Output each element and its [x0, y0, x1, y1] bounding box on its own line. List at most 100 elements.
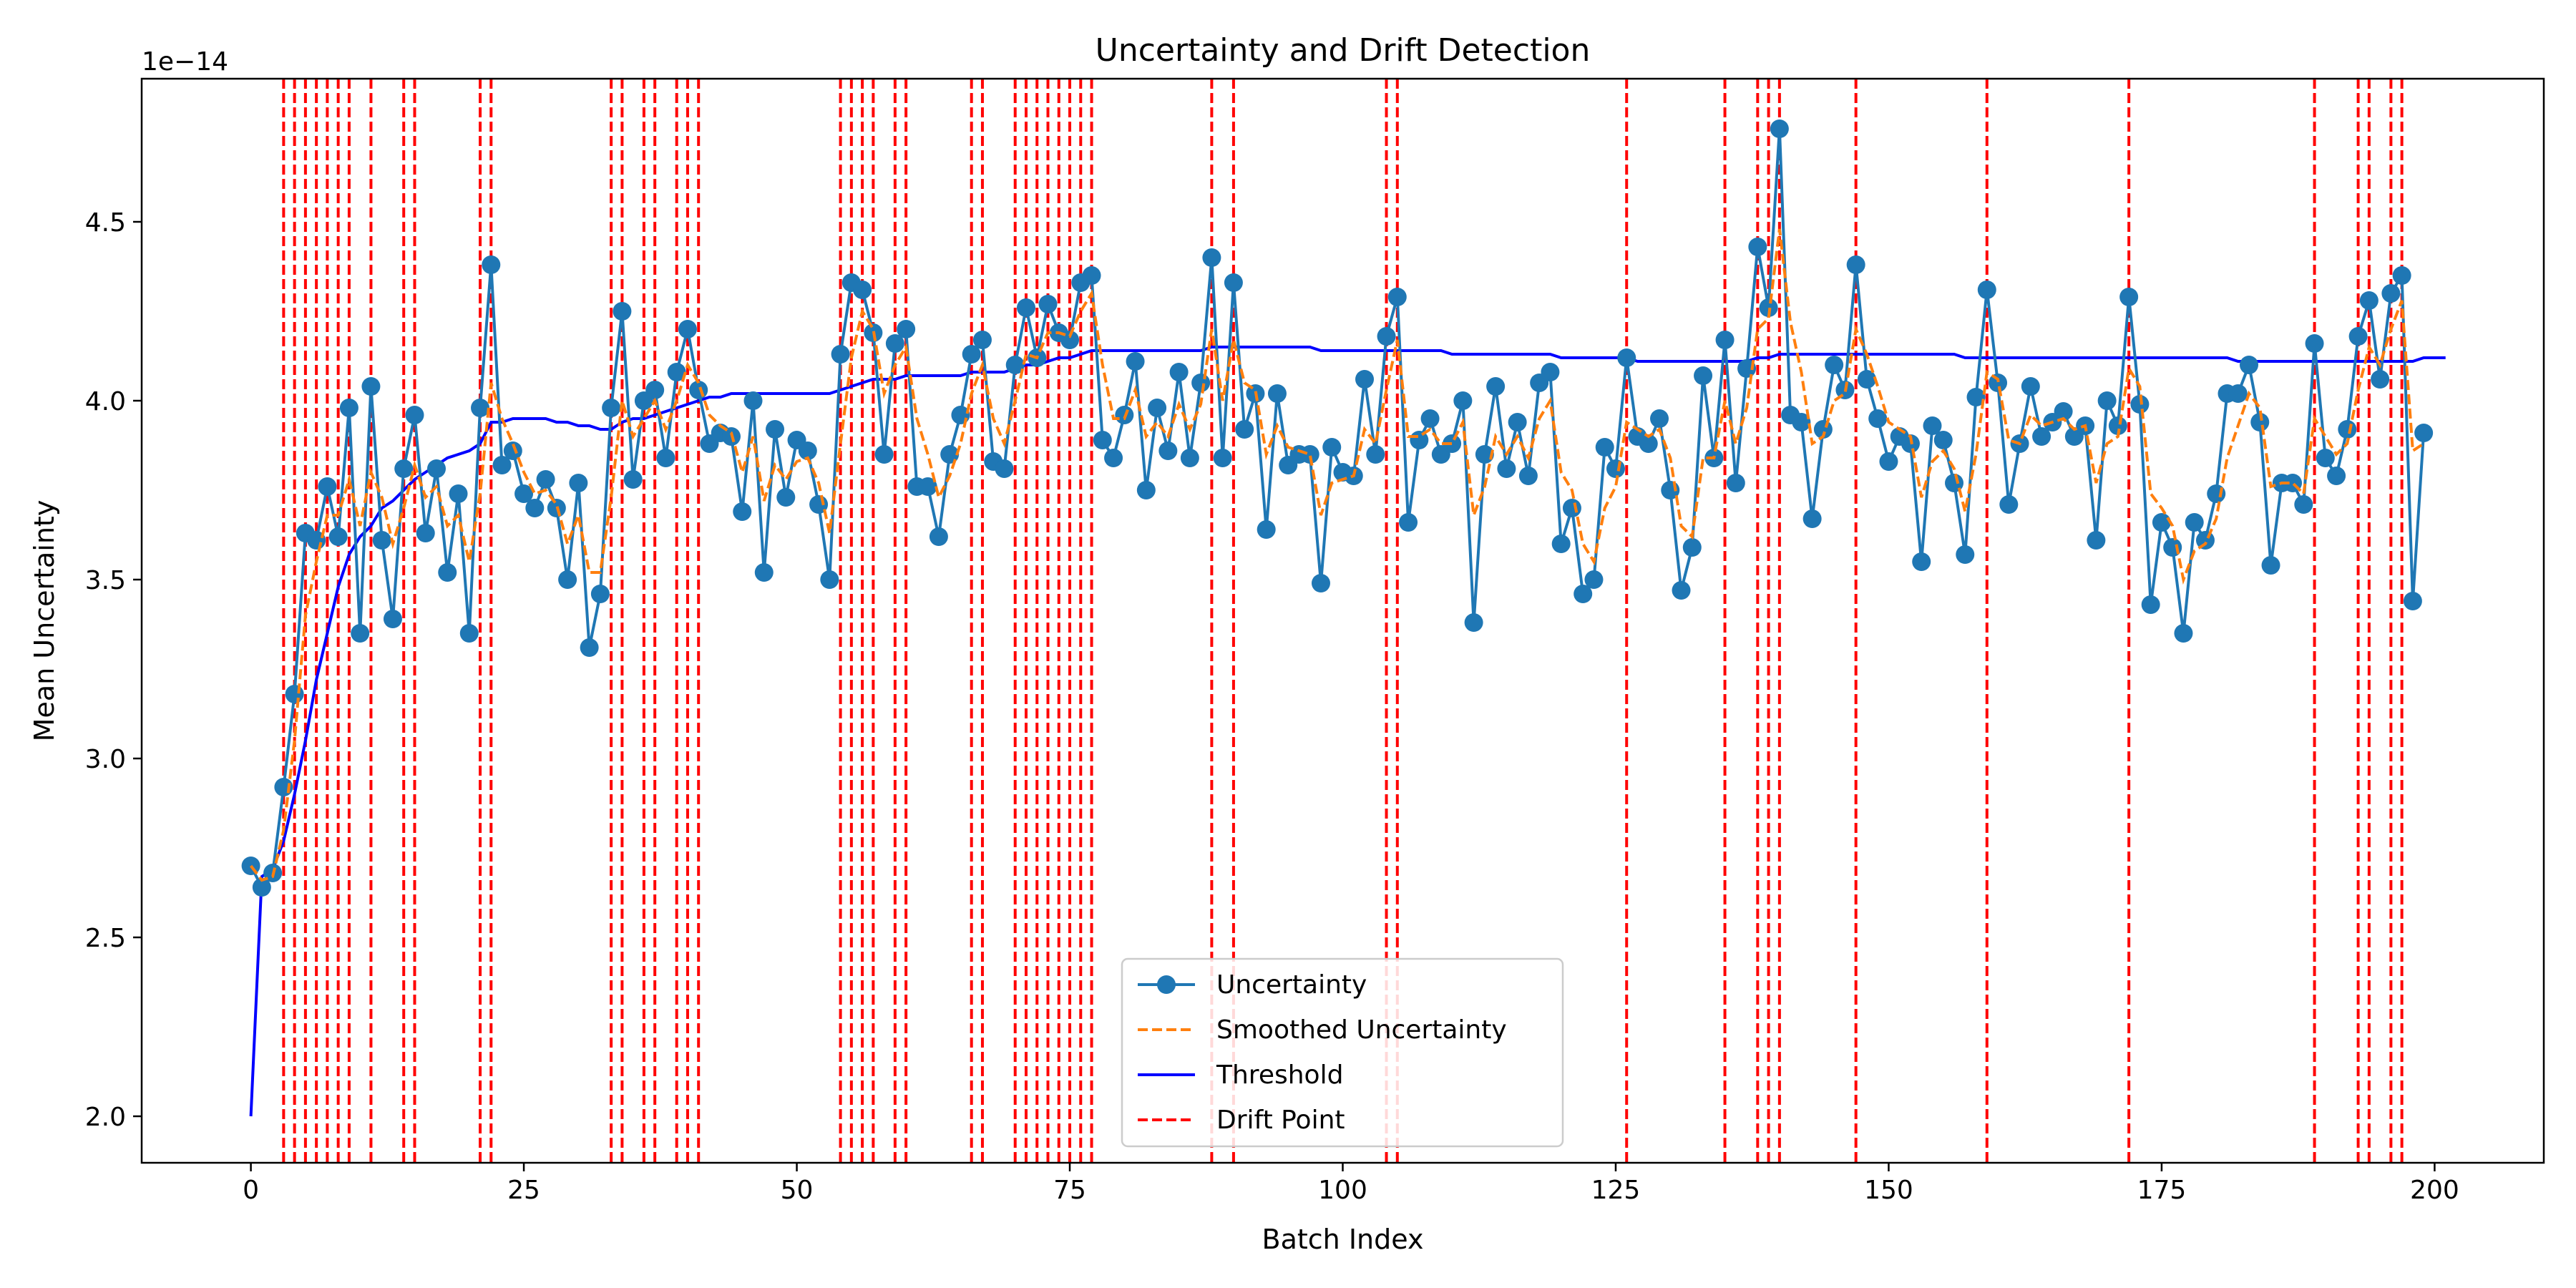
y-tick-label: 3.5 [85, 566, 126, 595]
uncertainty-point [1093, 431, 1112, 449]
uncertainty-point [1879, 452, 1898, 471]
uncertainty-point [2294, 495, 2313, 514]
uncertainty-point [1617, 348, 1636, 367]
uncertainty-point [820, 570, 839, 589]
uncertainty-point [426, 459, 446, 478]
uncertainty-point [1541, 363, 1560, 381]
uncertainty-point [2316, 449, 2335, 467]
uncertainty-point [831, 345, 850, 364]
threshold-line [249, 346, 2446, 1117]
uncertainty-point [2021, 377, 2040, 396]
uncertainty-point [1005, 356, 1025, 374]
uncertainty-point [2338, 420, 2357, 439]
uncertainty-point [252, 878, 271, 897]
y-tick-label: 4.0 [85, 387, 126, 416]
uncertainty-point [1956, 545, 1975, 564]
uncertainty-point [874, 445, 894, 464]
legend-label: Uncertainty [1216, 970, 1367, 1000]
uncertainty-point [1464, 613, 1483, 632]
uncertainty-point [1923, 416, 1942, 435]
uncertainty-point [1748, 238, 1767, 256]
uncertainty-point [667, 363, 686, 381]
uncertainty-point [383, 610, 402, 628]
uncertainty-point [1169, 363, 1189, 381]
uncertainty-point [1387, 288, 1407, 306]
x-tick-label: 75 [1053, 1176, 1086, 1205]
uncertainty-point [766, 420, 785, 439]
uncertainty-point [2228, 384, 2248, 403]
y-tick-label: 3.0 [85, 745, 126, 774]
uncertainty-point [1311, 574, 1330, 592]
uncertainty-point [1595, 438, 1614, 457]
uncertainty-point [2348, 327, 2368, 346]
uncertainty-point [972, 331, 992, 349]
uncertainty-point [897, 320, 916, 338]
uncertainty-point [1038, 295, 1058, 313]
legend-label: Smoothed Uncertainty [1216, 1015, 1507, 1045]
uncertainty-point [339, 399, 358, 417]
uncertainty-point [743, 391, 763, 410]
uncertainty-point [1355, 370, 1375, 389]
uncertainty-point [1989, 374, 2008, 392]
uncertainty-point [405, 406, 424, 424]
y-axis-label: Mean Uncertainty [29, 500, 60, 742]
uncertainty-point [2152, 513, 2171, 532]
smoothed-series [250, 228, 2425, 882]
uncertainty-point [1999, 495, 2019, 514]
uncertainty-point [2381, 284, 2401, 303]
uncertainty-point [776, 488, 796, 507]
uncertainty-point [1518, 467, 1538, 485]
uncertainty-point [2414, 424, 2434, 442]
uncertainty-point [449, 484, 468, 503]
uncertainty-point [394, 459, 414, 478]
uncertainty-point [536, 470, 555, 489]
uncertainty-point [1104, 449, 1123, 467]
uncertainty-point [1770, 119, 1789, 138]
uncertainty-point [482, 255, 501, 274]
uncertainty-point [1562, 499, 1581, 517]
uncertainty-point [853, 280, 872, 299]
x-tick-label: 50 [781, 1176, 814, 1205]
x-tick-label: 125 [1591, 1176, 1641, 1205]
uncertainty-point [2207, 484, 2226, 503]
uncertainty-point [1497, 459, 1516, 478]
threshold-series [249, 346, 2446, 1117]
uncertainty-point [1933, 431, 1953, 449]
uncertainty-point [590, 585, 610, 603]
x-tick-label: 150 [1864, 1176, 1913, 1205]
uncertainty-point [580, 638, 599, 657]
uncertainty-point [1857, 370, 1876, 389]
uncertainty-point [1584, 570, 1604, 589]
uncertainty-point [1792, 413, 1811, 431]
uncertainty-point [1191, 374, 1211, 392]
uncertainty-point [678, 320, 697, 338]
y-axis-ticks: 2.0 2.5 3.0 3.5 4.0 4.5 [85, 208, 142, 1132]
uncertainty-point [656, 449, 675, 467]
uncertainty-point [2054, 402, 2073, 421]
uncertainty-point [318, 477, 337, 496]
uncertainty-point [1846, 255, 1865, 274]
uncertainty-point [1726, 474, 1745, 492]
uncertainty-point [2392, 266, 2411, 285]
x-axis-label: Batch Index [1262, 1224, 1424, 1255]
uncertainty-point [2359, 291, 2379, 310]
uncertainty-point [416, 524, 435, 542]
uncertainty-point [995, 459, 1014, 478]
uncertainty-point [962, 345, 981, 364]
uncertainty-point [1672, 581, 1691, 600]
uncertainty-point [558, 570, 577, 589]
uncertainty-point [471, 399, 490, 417]
y-tick-label: 2.5 [85, 924, 126, 953]
legend-label: Drift Point [1216, 1106, 1345, 1135]
uncertainty-point [918, 477, 937, 496]
uncertainty-point [1420, 409, 1440, 428]
uncertainty-point [2108, 416, 2127, 435]
y-axis-offset-label: 1e−14 [142, 47, 228, 77]
uncertainty-point [514, 484, 534, 503]
uncertainty-point [1715, 331, 1735, 349]
uncertainty-point [1966, 388, 1986, 406]
uncertainty-point [1202, 248, 1221, 267]
legend: Uncertainty Smoothed Uncertainty Threshold… [1121, 957, 1564, 1148]
uncertainty-point [372, 531, 391, 550]
